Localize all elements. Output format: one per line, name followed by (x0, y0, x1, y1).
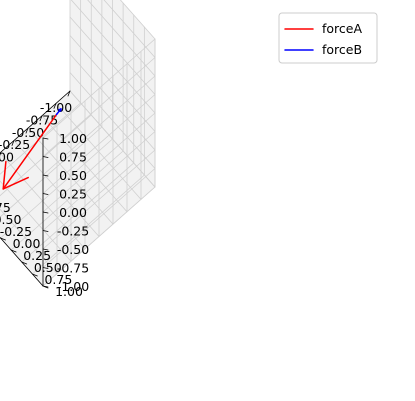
z-tick-label-5: 0.25 (59, 187, 87, 202)
arrow-head-right-forceA (2, 160, 7, 190)
z-tick-mark-6 (42, 174, 49, 177)
arrow-shaft-forceA (2, 113, 58, 190)
z-tick-label-3: -0.25 (57, 224, 89, 239)
z-tick-mark-5 (42, 193, 49, 195)
y-tick-mark-7 (31, 273, 38, 277)
x-tick-mark-0 (67, 90, 71, 97)
y-tick-label-2: -0.50 (0, 212, 21, 227)
legend-label-forceB: forceB (322, 42, 362, 57)
y-tick-label-6: 0.50 (34, 260, 62, 275)
grid-left-z-7 (103, 0, 156, 58)
legend-label-forceA: forceA (322, 21, 362, 36)
y-tick-label-3: -0.25 (0, 224, 32, 239)
grid-left-z-5 (70, 0, 156, 95)
y-tick-label-5: 0.25 (23, 248, 51, 263)
z-tick-label-6: 0.50 (59, 168, 87, 183)
legend: forceA forceB (278, 12, 378, 64)
y-tick-label-8: 1.00 (55, 284, 83, 299)
y-tick-label-7: 0.75 (44, 272, 72, 287)
grid-back-z-8 (42, 38, 156, 139)
x-tick-label-2: -0.50 (12, 125, 44, 140)
x-tick-mark-4 (11, 140, 15, 146)
z-tick-label-7: 0.75 (59, 150, 87, 165)
z-tick-mark-4 (42, 211, 49, 214)
z-tick-label-0: -1.00 (57, 279, 89, 294)
grid-left-z-4 (69, 16, 156, 114)
grid-back-z-7 (42, 57, 156, 157)
grid-floor-y-7 (31, 174, 145, 275)
grid-floor-y-8 (42, 186, 156, 287)
z-tick-mark-8 (42, 137, 49, 140)
grid-floor-y-6 (21, 162, 135, 263)
grid-left-z-6 (87, 0, 156, 77)
grid-floor-y-5 (10, 150, 124, 251)
x-tick-label-4: 0.00 (0, 150, 14, 165)
grid-back-z-4 (42, 112, 156, 213)
z-tick-mark-1 (42, 267, 49, 269)
grid-back-z-6 (42, 75, 156, 176)
z-tick-label-4: 0.00 (59, 205, 87, 220)
grid-left-z-8 (119, 0, 156, 40)
x-tick-mark-2 (39, 115, 43, 122)
x-tick-label-3: -0.25 (0, 137, 30, 152)
y-tick-mark-5 (10, 249, 17, 253)
grid-floor-y-4 (0, 138, 113, 239)
y-tick-label-4: 0.00 (13, 236, 41, 251)
y-tick-mark-6 (21, 261, 28, 265)
z-tick-mark-2 (42, 248, 49, 251)
x-tick-mark-1 (53, 102, 57, 109)
y-tick-label-1: -0.75 (0, 200, 11, 215)
grid-lines (0, 0, 156, 287)
tick-labels: -1.00-1.00-1.00-0.75-0.75-0.75-0.50-0.50… (0, 90, 89, 299)
z-tick-mark-7 (42, 156, 49, 158)
arrow-forceA (2, 113, 58, 190)
y-tick-mark-8 (42, 285, 49, 289)
y-tick-mark-4 (0, 237, 6, 241)
z-tick-mark-3 (42, 230, 49, 232)
z-tick-label-1: -0.75 (57, 261, 89, 276)
arrow-forceB (55, 108, 62, 116)
force-vectors (2, 108, 62, 190)
z-tick-label-2: -0.50 (57, 242, 89, 257)
x-tick-mark-3 (25, 127, 29, 134)
x-tick-label-0: -1.00 (40, 100, 72, 115)
z-tick-label-8: 1.00 (59, 131, 87, 146)
arrow-head-left-forceA (2, 176, 29, 190)
grid-back-z-5 (42, 94, 156, 194)
